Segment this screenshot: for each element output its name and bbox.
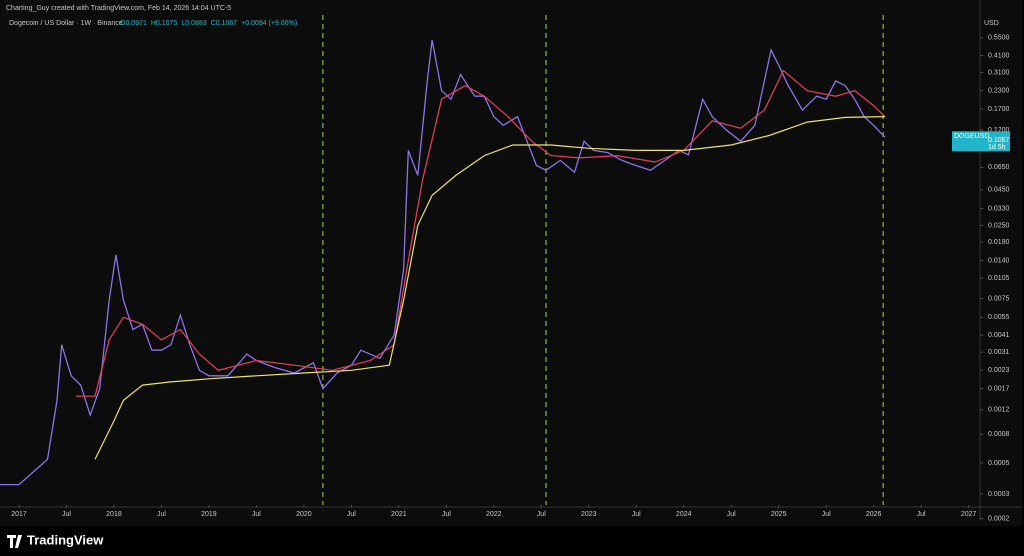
x-tick-label: 2020 — [296, 511, 312, 518]
x-tick-label: 2017 — [11, 511, 27, 518]
price-tag-value: 0.1067 — [988, 137, 1010, 144]
plot-frame — [0, 0, 1022, 526]
y-tick-label: 0.0105 — [988, 275, 1010, 282]
y-tick-label: 0.0450 — [988, 187, 1010, 194]
x-tick-label: Jul — [157, 511, 166, 518]
ohlc-value: +0.0094 (+9.66%) — [241, 20, 297, 27]
x-tick-label: Jul — [252, 511, 261, 518]
y-tick-label: 0.0140 — [988, 257, 1010, 264]
price-tag-symbol: DOGEUSD — [954, 133, 989, 140]
currency: USD — [984, 20, 999, 27]
x-tick-label: 2019 — [201, 511, 217, 518]
x-tick-label: Jul — [822, 511, 831, 518]
y-tick-label: 0.0650 — [988, 164, 1010, 171]
credit: Charting_Guy created with TradingView.co… — [6, 5, 231, 12]
y-tick-label: 0.0008 — [988, 431, 1010, 438]
x-tick-label: Jul — [632, 511, 641, 518]
price-tag-countdown: 1d 5h — [988, 144, 1006, 151]
y-tick-label: 0.0031 — [988, 349, 1010, 356]
footer-brand: TradingView — [27, 532, 104, 547]
y-tick-label: 0.0055 — [988, 314, 1010, 321]
x-tick-label: Jul — [917, 511, 926, 518]
series-line — [0, 39, 886, 486]
x-tick-label: Jul — [727, 511, 736, 518]
y-tick-label: 0.1700 — [988, 106, 1010, 113]
symbol: Dogecoin / US Dollar · 1W · Binance — [9, 20, 123, 27]
x-tick-label: 2025 — [771, 511, 787, 518]
y-tick-label: 0.0330 — [988, 205, 1010, 212]
y-tick-label: 0.4100 — [988, 52, 1010, 59]
y-tick-label: 0.0003 — [988, 491, 1010, 498]
x-tick-label: 2018 — [106, 511, 122, 518]
y-tick-label: 0.0023 — [988, 367, 1010, 374]
y-tick-label: 0.0012 — [988, 407, 1010, 414]
ohlc-value: H0.1075 — [151, 20, 178, 27]
x-tick-label: 2022 — [486, 511, 502, 518]
y-tick-label: 0.1200 — [988, 127, 1010, 134]
y-tick-label: 0.0017 — [988, 385, 1010, 392]
x-tick-label: 2021 — [391, 511, 407, 518]
y-tick-label: 0.0250 — [988, 222, 1010, 229]
x-tick-label: Jul — [442, 511, 451, 518]
price-tag-box — [952, 131, 1010, 152]
x-tick-label: Jul — [537, 511, 546, 518]
y-tick-label: 0.3100 — [988, 69, 1010, 76]
x-tick-label: 2023 — [581, 511, 597, 518]
y-tick-label: 0.0005 — [988, 460, 1010, 467]
x-tick-label: 2024 — [676, 511, 692, 518]
x-tick-label: 2027 — [961, 511, 977, 518]
series-line — [76, 69, 886, 397]
logo — [7, 535, 22, 548]
x-tick-label: Jul — [62, 511, 71, 518]
ohlc-value: C0.1067 — [211, 20, 238, 27]
x-tick-label: 2026 — [866, 511, 882, 518]
ohlc-value: O0.0971 — [120, 20, 147, 27]
y-tick-label: 0.0041 — [988, 332, 1010, 339]
y-tick-label: 0.0075 — [988, 295, 1010, 302]
y-tick-label: 0.2300 — [988, 88, 1010, 95]
x-tick-label: Jul — [347, 511, 356, 518]
ohlc-value: L0.0883 — [181, 20, 206, 27]
series-line — [94, 116, 886, 460]
y-tick-label: 0.0190 — [988, 239, 1010, 246]
y-tick-label: 0.5500 — [988, 35, 1010, 42]
y-tick-label: 0.0002 — [988, 515, 1010, 522]
